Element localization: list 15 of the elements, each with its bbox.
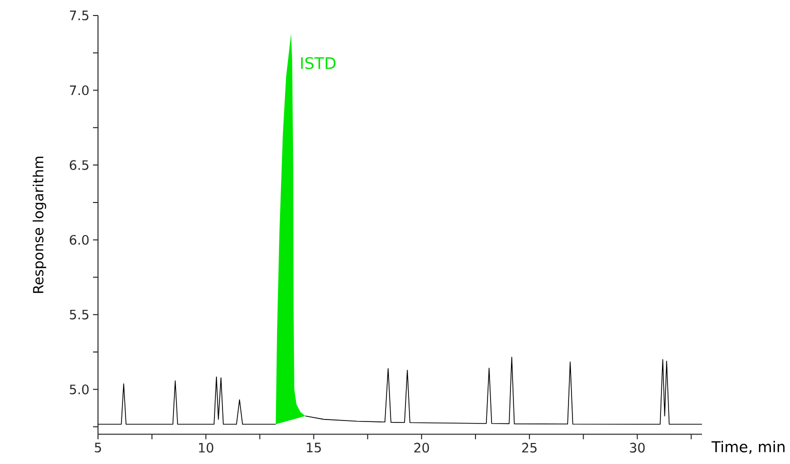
x-tick-label: 5 — [94, 442, 101, 452]
y-tick-label: 7.5 — [70, 10, 88, 20]
y-tick-label: 5.5 — [70, 310, 88, 320]
y-axis-title: Response logarithm — [32, 156, 46, 293]
y-tick-label: 6.0 — [70, 234, 89, 245]
x-tick-label: 15 — [306, 442, 321, 452]
y-tick-label: 7.0 — [70, 85, 89, 96]
series-label: ISTD — [301, 57, 336, 70]
x-tick-label: 30 — [630, 442, 645, 453]
x-axis-title: Time, min — [711, 440, 785, 454]
y-tick-label: 5.0 — [70, 384, 89, 394]
x-tick-label: 25 — [522, 442, 537, 453]
y-tick-label: 6.5 — [70, 160, 88, 170]
x-tick-label: 10 — [199, 442, 214, 453]
x-tick-label: 20 — [414, 442, 429, 453]
